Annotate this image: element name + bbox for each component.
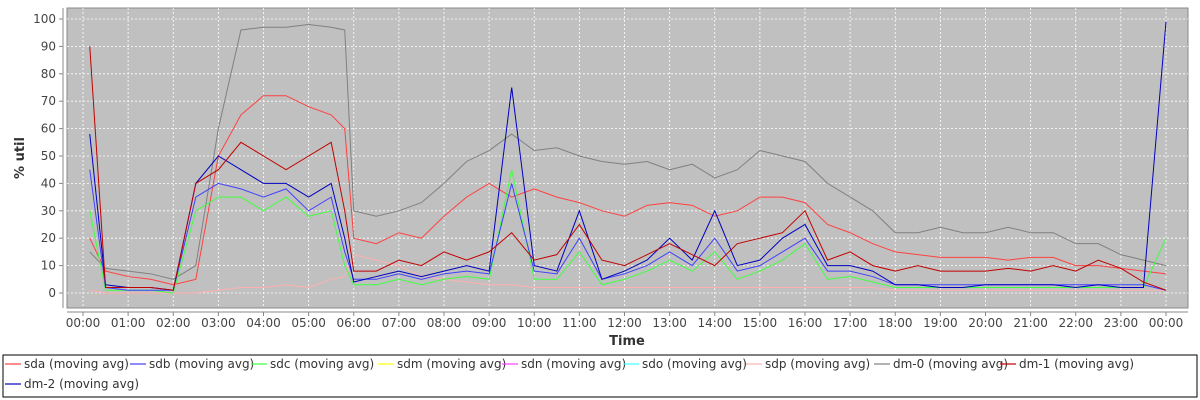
legend-label: dm-1 (moving avg) — [1019, 357, 1134, 371]
legend-item-sdn: sdn (moving avg) — [502, 357, 626, 371]
series-line-sdc — [89, 169, 1167, 294]
legend-label: sdp (moving avg) — [765, 357, 870, 371]
y-tick-label: 0 — [48, 286, 56, 300]
plot-area — [66, 7, 1189, 309]
y-tick-label: 30 — [41, 204, 56, 218]
series-line-dm-0 — [89, 23, 1167, 280]
x-tick-label: 16:00 — [788, 316, 823, 330]
legend-label: sdo (moving avg) — [642, 357, 747, 371]
legend-item-sdo: sdo (moving avg) — [623, 357, 747, 371]
x-tick-label: 01:00 — [111, 316, 146, 330]
legend-label: dm-2 (moving avg) — [24, 377, 139, 391]
y-tick-label: 20 — [41, 231, 56, 245]
legend — [2, 354, 1198, 398]
x-tick-label: 11:00 — [562, 316, 597, 330]
x-tick-label: 21:00 — [1013, 316, 1048, 330]
x-tick-label: 06:00 — [336, 316, 371, 330]
x-tick-label: 04:00 — [246, 316, 281, 330]
legend-item-dm-2: dm-2 (moving avg) — [5, 377, 139, 391]
x-tick-label: 19:00 — [923, 316, 958, 330]
series-line-dm-2 — [89, 21, 1167, 291]
x-tick-label: 00:00 — [66, 316, 101, 330]
x-tick-label: 08:00 — [427, 316, 462, 330]
legend-item-sdc: sdc (moving avg) — [251, 357, 374, 371]
legend-label: sda (moving avg) — [24, 357, 129, 371]
x-tick-label: 05:00 — [291, 316, 326, 330]
x-tick-label: 09:00 — [472, 316, 507, 330]
legend-label: sdc (moving avg) — [270, 357, 374, 371]
series-line-dm-1 — [89, 46, 1167, 291]
x-tick-label: 22:00 — [1058, 316, 1093, 330]
y-tick-label: 100 — [33, 12, 56, 26]
x-tick-label: 03:00 — [201, 316, 236, 330]
legend-item-dm-1: dm-1 (moving avg) — [1000, 357, 1134, 371]
legend-item-sdm: sdm (moving avg) — [378, 357, 506, 371]
legend-item-sdp: sdp (moving avg) — [746, 357, 870, 371]
x-tick-label: 20:00 — [968, 316, 1003, 330]
y-tick-label: 40 — [41, 176, 56, 190]
x-tick-label: 02:00 — [156, 316, 191, 330]
series-line-sdp — [89, 254, 1166, 294]
x-tick-label: 15:00 — [743, 316, 778, 330]
legend-label: sdm (moving avg) — [397, 357, 506, 371]
x-tick-label: 13:00 — [652, 316, 687, 330]
legend-item-sdb: sdb (moving avg) — [130, 357, 254, 371]
x-tick-label: 00:00 — [1149, 316, 1184, 330]
y-tick-label: 50 — [41, 149, 56, 163]
legend-item-dm-0: dm-0 (moving avg) — [874, 357, 1008, 371]
series-line-sda — [89, 95, 1167, 286]
x-tick-label: 10:00 — [517, 316, 552, 330]
y-tick-label: 90 — [41, 39, 56, 53]
y-tick-label: 60 — [41, 122, 56, 136]
legend-label: sdb (moving avg) — [149, 357, 254, 371]
x-tick-label: 07:00 — [382, 316, 417, 330]
x-tick-label: 23:00 — [1104, 316, 1139, 330]
y-axis-label: % util — [13, 137, 28, 179]
legend-label: sdn (moving avg) — [521, 357, 626, 371]
x-tick-label: 12:00 — [607, 316, 642, 330]
y-tick-label: 70 — [41, 94, 56, 108]
x-tick-label: 18:00 — [878, 316, 913, 330]
y-tick-label: 10 — [41, 259, 56, 273]
x-axis-label: Time — [609, 334, 645, 349]
legend-label: dm-0 (moving avg) — [893, 357, 1008, 371]
x-tick-label: 14:00 — [697, 316, 732, 330]
x-tick-label: 17:00 — [833, 316, 868, 330]
y-tick-label: 80 — [41, 67, 56, 81]
legend-item-sda: sda (moving avg) — [5, 357, 129, 371]
